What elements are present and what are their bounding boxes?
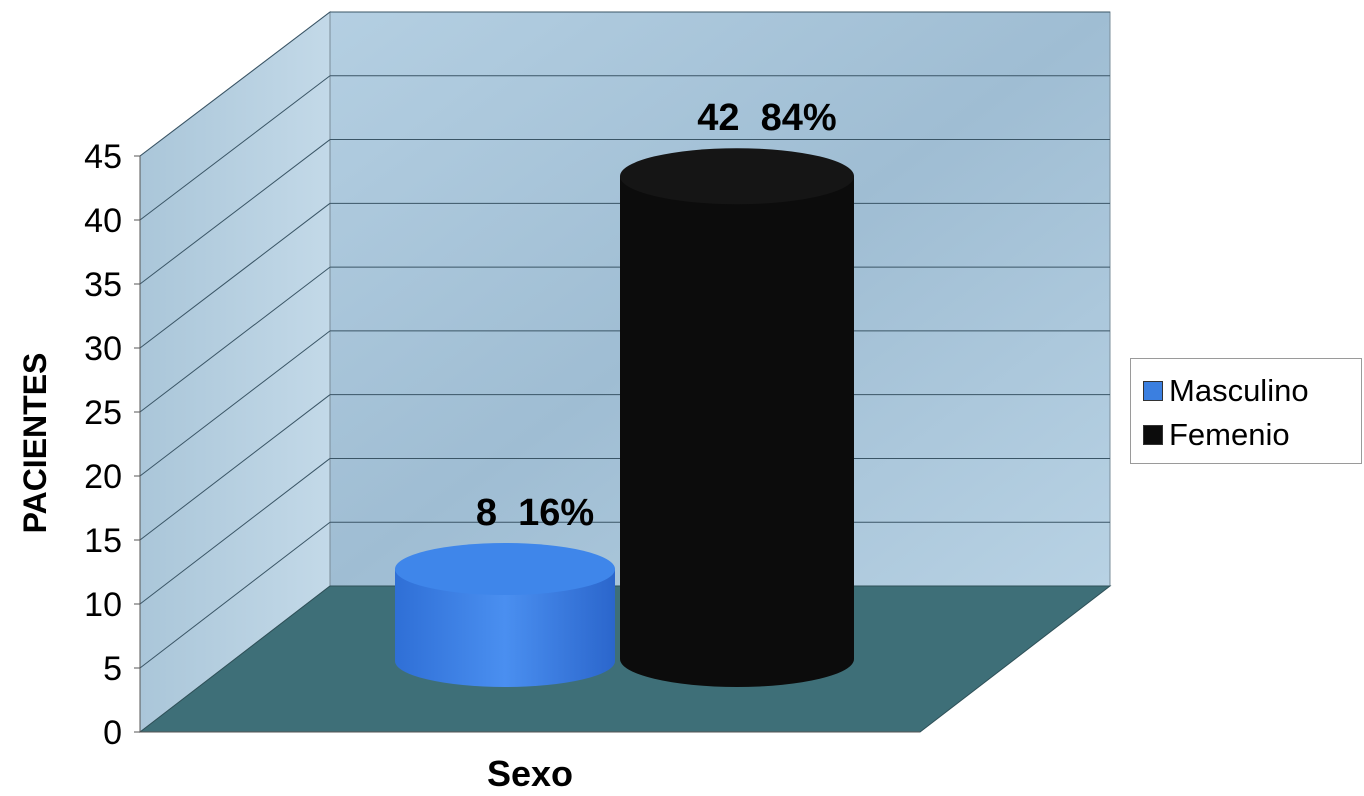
legend-swatch-femenio bbox=[1143, 425, 1163, 445]
legend-label-masculino: Masculino bbox=[1169, 373, 1309, 408]
y-tick-label: 35 bbox=[84, 266, 122, 304]
bar-top-masculino bbox=[395, 543, 615, 596]
data-labels: 8 16% 42 84% bbox=[476, 97, 837, 534]
legend-label-femenio: Femenio bbox=[1169, 417, 1290, 452]
gridline-side bbox=[139, 458, 331, 605]
y-tick-label: 30 bbox=[84, 330, 122, 368]
y-tick-label: 20 bbox=[84, 458, 122, 496]
gridline-side bbox=[139, 75, 331, 221]
data-label-masculino: 8 16% bbox=[476, 492, 594, 534]
bar-masculino bbox=[395, 569, 615, 687]
gridline-side bbox=[139, 266, 331, 413]
gridline-side bbox=[139, 139, 331, 285]
y-axis: 0 5 10 15 20 25 30 35 40 45 bbox=[84, 138, 920, 752]
y-tick-label: 40 bbox=[84, 202, 122, 240]
bar-femenio bbox=[620, 176, 854, 687]
y-tick-label: 0 bbox=[103, 714, 122, 752]
gridline-side bbox=[139, 521, 331, 669]
bars bbox=[395, 148, 854, 687]
gridline-side bbox=[139, 330, 331, 477]
y-tick-label: 10 bbox=[84, 586, 122, 624]
y-tick-label: 45 bbox=[84, 138, 122, 176]
legend: Masculino Femenio bbox=[1130, 358, 1362, 464]
y-tick-label: 25 bbox=[84, 394, 122, 432]
legend-item-masculino: Masculino bbox=[1143, 371, 1309, 411]
y-tick-label: 5 bbox=[103, 650, 122, 688]
y-axis-title: PACIENTES bbox=[17, 353, 53, 534]
x-axis-title: Sexo bbox=[487, 753, 573, 794]
gridline-side bbox=[139, 202, 331, 349]
gridline-side bbox=[139, 11, 331, 157]
legend-swatch-masculino bbox=[1143, 381, 1163, 401]
gridline-side bbox=[139, 394, 331, 541]
bar-top-femenio bbox=[620, 148, 854, 205]
data-label-femenio: 42 84% bbox=[697, 97, 836, 139]
legend-item-femenio: Femenio bbox=[1143, 415, 1290, 455]
y-tick-label: 15 bbox=[84, 522, 122, 560]
